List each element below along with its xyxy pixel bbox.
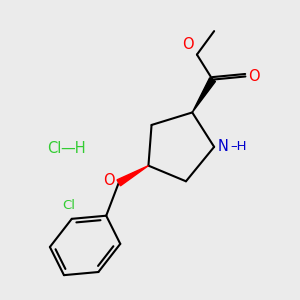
Text: O: O <box>182 37 194 52</box>
Text: Cl: Cl <box>47 141 61 156</box>
Text: –H: –H <box>230 140 247 153</box>
Polygon shape <box>192 78 215 112</box>
Text: N: N <box>218 140 229 154</box>
Text: Cl: Cl <box>62 199 75 212</box>
Text: O: O <box>103 173 115 188</box>
Polygon shape <box>117 166 148 186</box>
Text: —H: —H <box>60 141 85 156</box>
Text: O: O <box>249 69 260 84</box>
